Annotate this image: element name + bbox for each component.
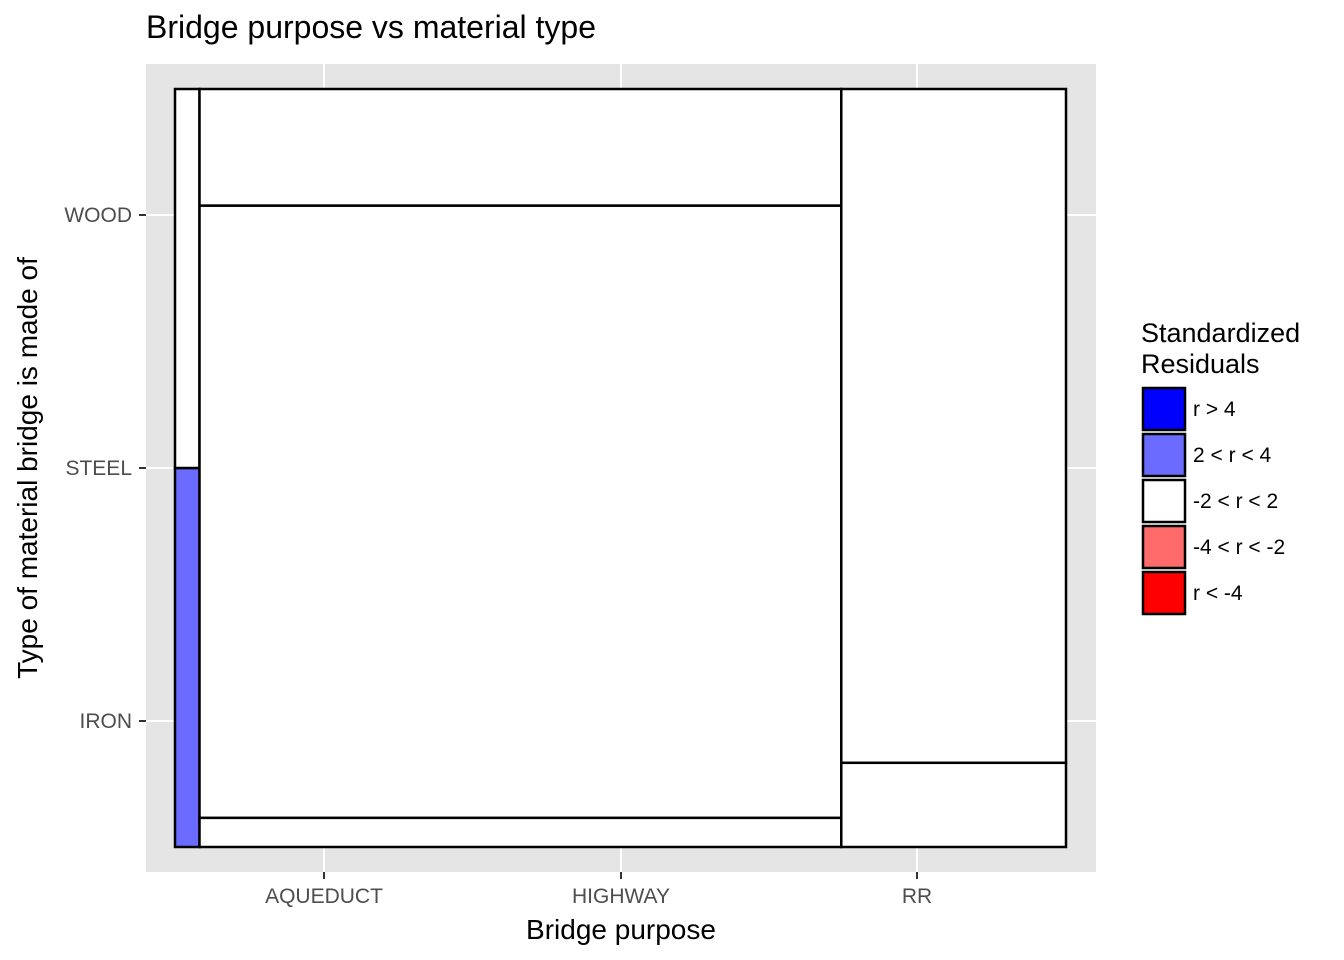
x-tick-label: RR — [902, 885, 932, 908]
y-axis: IRON STEEL WOOD — [64, 204, 146, 733]
legend-key — [1141, 386, 1187, 432]
legend-key — [1141, 524, 1187, 570]
y-tick-label: WOOD — [64, 204, 132, 227]
legend: Standardized Residuals r > 4 2 < r < 4 -2 … — [1141, 318, 1300, 616]
mosaic-tile-highway-wood — [198, 204, 843, 820]
legend-title-line-2: Residuals — [1141, 349, 1260, 379]
legend-label: -4 < r < -2 — [1193, 536, 1285, 559]
legend-label: r > 4 — [1193, 398, 1236, 421]
mosaic-tile-rr-steel — [840, 87, 1068, 765]
mosaic-tile-aqueduct-steel — [173, 466, 201, 849]
mosaic-tile-highway-wood — [198, 87, 843, 207]
legend-label: 2 < r < 4 — [1193, 444, 1272, 467]
chart-title: Bridge purpose vs material type — [146, 9, 596, 45]
y-tick-label: IRON — [80, 710, 133, 733]
x-tick-label: AQUEDUCT — [265, 885, 383, 908]
mosaic-tile-rr-iron — [840, 761, 1068, 849]
legend-label: -2 < r < 2 — [1193, 490, 1278, 513]
y-tick-label: STEEL — [65, 457, 132, 480]
mosaic-tiles — [173, 87, 1068, 849]
y-axis-title: Type of material bridge is made of — [12, 257, 43, 679]
legend-label: r < -4 — [1193, 582, 1243, 605]
legend-key — [1141, 432, 1187, 478]
mosaic-tile-highway-steel — [198, 816, 843, 849]
x-axis-title: Bridge purpose — [526, 914, 716, 945]
x-axis: AQUEDUCT HIGHWAY RR — [265, 872, 932, 908]
x-tick-label: HIGHWAY — [572, 885, 670, 908]
legend-key — [1141, 570, 1187, 616]
mosaic-tile-aqueduct-wood — [173, 87, 201, 470]
legend-title-line-1: Standardized — [1141, 318, 1300, 348]
legend-key — [1141, 478, 1187, 524]
